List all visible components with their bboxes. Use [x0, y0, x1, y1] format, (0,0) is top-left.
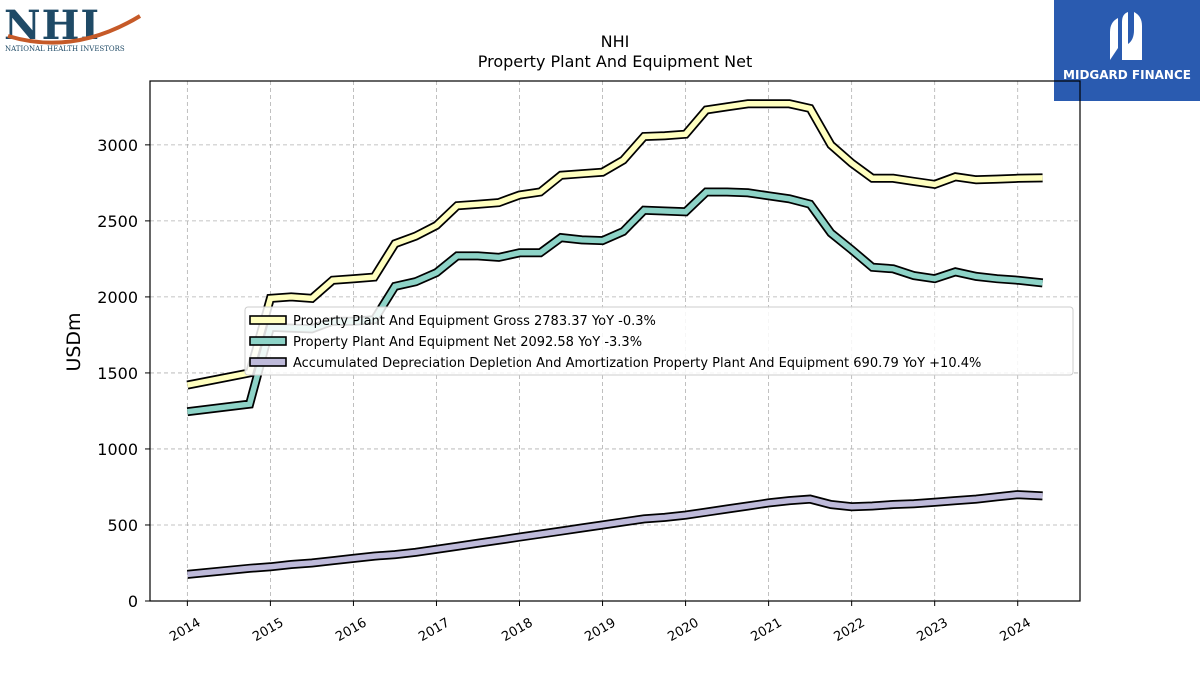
plot-frame — [149, 80, 1081, 602]
series-line-outline — [186, 187, 1044, 417]
y-tick-label: 2500 — [97, 212, 138, 231]
nhi-logo: NHI NATIONAL HEALTH INVESTORS — [4, 4, 144, 56]
legend-entry-label: Property Plant And Equipment Gross 2783.… — [293, 314, 656, 329]
y-tick-label: 1000 — [97, 440, 138, 459]
chart-title: NHI — [601, 32, 630, 51]
x-tick-label: 2018 — [499, 615, 535, 645]
legend-entry-label: Property Plant And Equipment Net 2092.58… — [293, 335, 642, 350]
y-tick-label: 0 — [128, 592, 138, 611]
x-tick-label: 2015 — [250, 615, 286, 645]
y-tick-label: 3000 — [97, 136, 138, 155]
legend-swatch — [249, 336, 287, 346]
y-axis-label: USDm — [63, 312, 85, 371]
midgard-finance-logo: MIDGARD FINANCE — [1054, 0, 1200, 101]
y-tick-label: 2000 — [97, 288, 138, 307]
series-line — [187, 189, 1043, 415]
chart-subtitle: Property Plant And Equipment Net — [478, 52, 753, 71]
series-line — [187, 491, 1043, 578]
x-tick-label: 2024 — [998, 615, 1034, 645]
y-tick-label: 1500 — [97, 364, 138, 383]
x-tick-label: 2016 — [333, 615, 369, 645]
x-tick-label: 2014 — [167, 615, 203, 645]
nhi-logo-swoosh — [7, 14, 142, 45]
series-line — [186, 101, 1043, 388]
legend-swatch — [249, 357, 287, 367]
x-tick-label: 2020 — [665, 615, 701, 645]
x-tick-label: 2021 — [748, 615, 784, 645]
midgard-logo-text: MIDGARD FINANCE — [1063, 68, 1191, 82]
x-tick-label: 2022 — [831, 615, 867, 645]
legend: Property Plant And Equipment Gross 2783.… — [244, 306, 1074, 376]
x-tick-label: 2019 — [582, 615, 618, 645]
nhi-logo-tagline: NATIONAL HEALTH INVESTORS — [5, 45, 125, 53]
y-tick-label: 500 — [107, 516, 138, 535]
x-tick-label: 2017 — [416, 615, 452, 645]
midgard-logo-mark-icon — [1110, 12, 1142, 60]
legend-box — [244, 306, 1074, 376]
legend-entry-label: Accumulated Depreciation Depletion And A… — [293, 356, 981, 371]
legend-swatch — [249, 315, 287, 325]
x-tick-label: 2023 — [915, 615, 951, 645]
